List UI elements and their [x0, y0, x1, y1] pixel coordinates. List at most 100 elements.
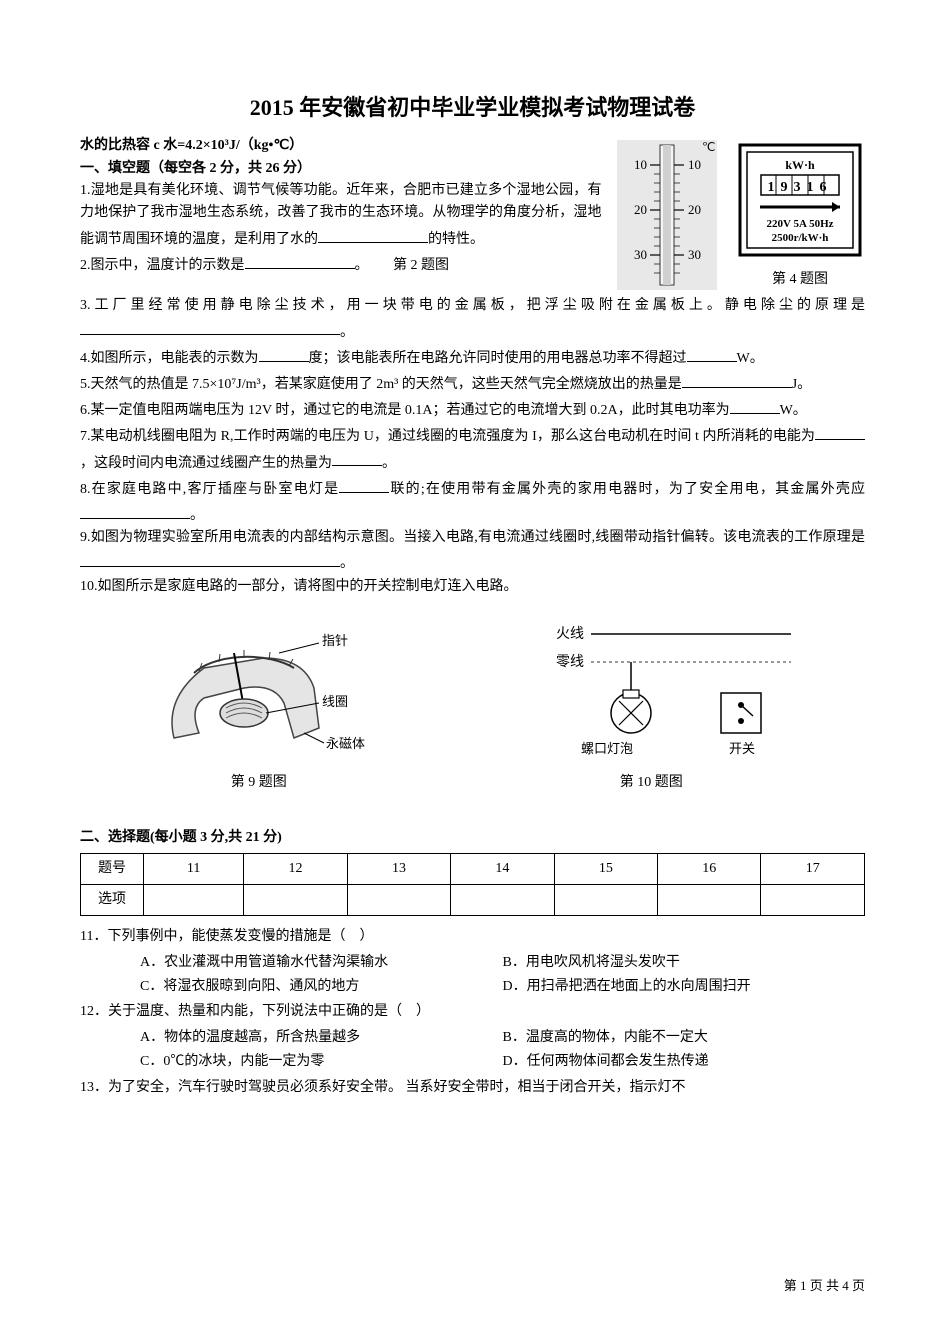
- svg-text:℃: ℃: [702, 140, 715, 154]
- q13: 13．为了安全，汽车行驶时驾驶员必须系好安全带。 当系好安全带时，相当于闭合开关…: [80, 1077, 865, 1099]
- table-cell: [451, 885, 554, 916]
- q3-text-a: 3.工厂里经常使用静电除尘技术，用一块带电的金属板，把浮尘吸附在金属板上。静电除…: [80, 298, 865, 313]
- q4: 4.如图所示，电能表的示数为 度；该电能表所在电路允许同时使用的用电器总功率不得超…: [80, 344, 865, 370]
- page: 2015 年安徽省初中毕业学业模拟考试物理试卷: [0, 0, 945, 1337]
- svg-text:火线: 火线: [556, 626, 584, 642]
- q6: 6.某一定值电阻两端电压为 12V 时，通过它的电流是 0.1A；若通过它的电流…: [80, 396, 865, 422]
- fig9-caption: 第 9 题图: [144, 772, 374, 794]
- q8-text-a: 8.在家庭电路中,客厅插座与卧室电灯是: [80, 482, 339, 497]
- table-cell: 15: [554, 854, 657, 885]
- thermometer-figure: ℃ 10 10 20 20 30 30: [612, 135, 722, 295]
- fig10-caption: 第 10 题图: [501, 772, 801, 794]
- meter-figure: kW·h 19316 220V 5A 50Hz 2500r/kW·h 第 4 题…: [735, 135, 865, 291]
- q4-text-a: 4.如图所示，电能表的示数为: [80, 351, 259, 366]
- blank: [80, 318, 340, 336]
- q11: 11．下列事例中，能使蒸发变慢的措施是（ ）: [80, 926, 865, 948]
- q3-text-b: 。: [340, 324, 354, 339]
- svg-text:kW·h: kW·h: [785, 158, 815, 172]
- fig10-block: 火线 零线 螺口灯泡 开关 第 10 题图: [501, 618, 801, 794]
- option: D．任何两物体间都会发生热传递: [503, 1050, 866, 1074]
- svg-text:30: 30: [688, 247, 701, 262]
- svg-text:永磁体: 永磁体: [326, 736, 365, 751]
- q2-text-a: 2.图示中，温度计的示数是: [80, 258, 245, 273]
- blank: [339, 475, 389, 493]
- q11-options: A．农业灌溉中用管道输水代替沟渠输水 B．用电吹风机将湿头发吹干 C．将湿衣服晾…: [80, 951, 865, 1000]
- option: A．物体的温度越高，所含热量越多: [140, 1026, 503, 1050]
- figures-row: 指针 线圈 永磁体 第 9 题图 火线 零线 螺口灯泡: [80, 618, 865, 794]
- fig4-caption: 第 4 题图: [735, 269, 865, 291]
- meter-svg: kW·h 19316 220V 5A 50Hz 2500r/kW·h: [735, 135, 865, 265]
- q5: 5.天然气的热值是 7.5×10⁷J/m³，若某家庭使用了 2m³ 的天然气，这…: [80, 370, 865, 396]
- option: B．用电吹风机将湿头发吹干: [503, 951, 866, 975]
- section2-title: 二、选择题(每小题 3 分,共 21 分): [80, 827, 865, 849]
- table-cell: 16: [658, 854, 761, 885]
- q7-text-b: ，这段时间内电流通过线圈产生的热量为: [80, 455, 332, 470]
- table-header: 题号: [81, 854, 144, 885]
- q5-text-a: 5.天然气的热值是 7.5×10⁷J/m³，若某家庭使用了 2m³ 的天然气，这…: [80, 377, 682, 392]
- answer-table: 题号 11 12 13 14 15 16 17 选项: [80, 853, 865, 916]
- svg-text:线圈: 线圈: [322, 694, 348, 709]
- svg-text:10: 10: [634, 157, 647, 172]
- option: D．用扫帚把洒在地面上的水向周围扫开: [503, 975, 866, 999]
- svg-text:20: 20: [634, 202, 647, 217]
- svg-text:19316: 19316: [768, 180, 833, 195]
- q2-text-b: 。: [355, 258, 369, 273]
- svg-text:螺口灯泡: 螺口灯泡: [581, 741, 633, 756]
- q12: 12．关于温度、热量和内能，下列说法中正确的是（ ）: [80, 1001, 865, 1023]
- q9-text-a: 9.如图为物理实验室所用电流表的内部结构示意图。当接入电路,有电流通过线圈时,线…: [80, 530, 865, 545]
- thermometer-svg: ℃ 10 10 20 20 30 30: [612, 135, 722, 295]
- svg-text:开关: 开关: [729, 741, 755, 756]
- table-row: 题号 11 12 13 14 15 16 17: [81, 854, 865, 885]
- svg-text:2500r/kW·h: 2500r/kW·h: [772, 232, 829, 244]
- option: A．农业灌溉中用管道输水代替沟渠输水: [140, 951, 503, 975]
- svg-text:30: 30: [634, 247, 647, 262]
- blank: [80, 501, 190, 519]
- q1-text-b: 的特性。: [428, 232, 484, 247]
- q8-text-b: 联的;在使用带有金属外壳的家用电器时，为了安全用电，其金属外壳应: [389, 482, 865, 497]
- table-cell: [761, 885, 865, 916]
- blank: [245, 251, 355, 269]
- table-cell: [554, 885, 657, 916]
- table-cell: 14: [451, 854, 554, 885]
- table-header: 选项: [81, 885, 144, 916]
- table-cell: [658, 885, 761, 916]
- table-cell: 12: [244, 854, 347, 885]
- blank: [259, 344, 309, 362]
- table-cell: 13: [347, 854, 450, 885]
- table-cell: [244, 885, 347, 916]
- q7-text-c: 。: [382, 455, 396, 470]
- blank: [730, 396, 780, 414]
- q6-text-a: 6.某一定值电阻两端电压为 12V 时，通过它的电流是 0.1A；若通过它的电流…: [80, 403, 730, 418]
- q4-text-b: 度；该电能表所在电路允许同时使用的用电器总功率不得超过: [309, 351, 687, 366]
- q7: 7.某电动机线圈电阻为 R,工作时两端的电压为 U，通过线圈的电流强度为 I，那…: [80, 422, 865, 474]
- table-cell: [347, 885, 450, 916]
- svg-text:指针: 指针: [322, 633, 348, 648]
- blank: [815, 422, 865, 440]
- q4-text-c: W。: [737, 351, 764, 366]
- svg-text:10: 10: [688, 157, 701, 172]
- q8: 8.在家庭电路中,客厅插座与卧室电灯是 联的;在使用带有金属外壳的家用电器时，为了…: [80, 475, 865, 527]
- table-cell: 17: [761, 854, 865, 885]
- svg-text:220V 5A 50Hz: 220V 5A 50Hz: [766, 218, 833, 230]
- table-row: 选项: [81, 885, 865, 916]
- q9: 9.如图为物理实验室所用电流表的内部结构示意图。当接入电路,有电流通过线圈时,线…: [80, 527, 865, 576]
- top-figures: ℃ 10 10 20 20 30 30 kW·h 19316: [612, 135, 866, 295]
- q10: 10.如图所示是家庭电路的一部分，请将图中的开关控制电灯连入电路。: [80, 576, 865, 598]
- option: C．0℃的冰块，内能一定为零: [140, 1050, 503, 1074]
- doc-title: 2015 年安徽省初中毕业学业模拟考试物理试卷: [80, 90, 865, 125]
- q12-options: A．物体的温度越高，所含热量越多 B．温度高的物体，内能不一定大 C．0℃的冰块…: [80, 1026, 865, 1075]
- table-cell: [144, 885, 244, 916]
- q9-text-b: 。: [340, 556, 354, 571]
- blank: [318, 225, 428, 243]
- fig2-caption: 第 2 题图: [393, 258, 449, 273]
- option: C．将湿衣服晾到向阳、通风的地方: [140, 975, 503, 999]
- q8-text-c: 。: [190, 508, 204, 523]
- blank: [332, 449, 382, 467]
- q5-text-b: J。: [792, 377, 811, 392]
- table-cell: 11: [144, 854, 244, 885]
- svg-text:零线: 零线: [556, 654, 584, 670]
- blank: [687, 344, 737, 362]
- circuit-svg: 火线 零线 螺口灯泡 开关: [501, 618, 801, 768]
- blank: [80, 549, 340, 567]
- q7-text-a: 7.某电动机线圈电阻为 R,工作时两端的电压为 U，通过线圈的电流强度为 I，那…: [80, 429, 815, 444]
